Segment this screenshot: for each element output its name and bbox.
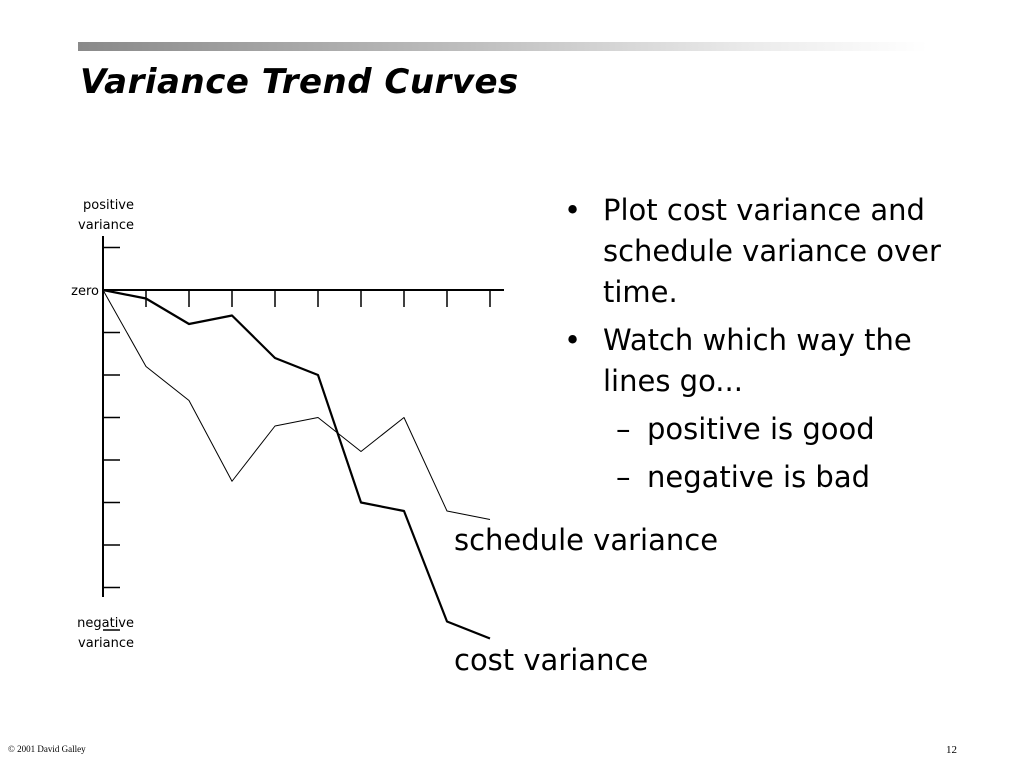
bullet-text: Watch which way the lines go... bbox=[603, 323, 912, 398]
copyright-footer: © 2001 David Galley bbox=[8, 744, 86, 754]
schedule-variance-line bbox=[102, 289, 491, 520]
zero-label: zero bbox=[71, 284, 99, 299]
bullet-dot: • bbox=[564, 193, 582, 227]
y-axis-bottom-label-line2: variance bbox=[78, 636, 134, 651]
bullet-list: • Plot cost variance and schedule varian… bbox=[560, 190, 980, 505]
y-axis-ticks bbox=[103, 246, 120, 631]
sub-bullet-text: negative is bad bbox=[647, 460, 871, 494]
sub-bullet-text: positive is good bbox=[647, 412, 875, 446]
bullet-item: • Plot cost variance and schedule varian… bbox=[560, 190, 980, 313]
series-label-schedule-variance: schedule variance bbox=[454, 523, 718, 557]
y-axis-top-label-line2: variance bbox=[78, 218, 134, 233]
sub-bullet-dash: – bbox=[616, 460, 631, 494]
bullet-text: Plot cost variance and schedule variance… bbox=[603, 193, 941, 309]
series-label-cost-variance: cost variance bbox=[454, 643, 648, 677]
sub-bullet-item: – positive is good bbox=[560, 409, 980, 450]
slide-title: Variance Trend Curves bbox=[80, 62, 519, 102]
sub-bullet-dash: – bbox=[616, 412, 631, 446]
bullet-dot: • bbox=[564, 323, 582, 357]
x-axis-ticks bbox=[145, 290, 491, 307]
sub-bullet-item: – negative is bad bbox=[560, 457, 980, 498]
bullet-item: • Watch which way the lines go... bbox=[560, 320, 980, 402]
cost-variance-line bbox=[102, 288, 491, 640]
series-lines bbox=[102, 288, 491, 640]
page-number: 12 bbox=[946, 744, 957, 756]
y-axis-bottom-label-line1: negative bbox=[77, 616, 134, 631]
y-axis-top-label-line1: positive bbox=[83, 198, 134, 213]
title-accent-bar bbox=[78, 42, 928, 51]
